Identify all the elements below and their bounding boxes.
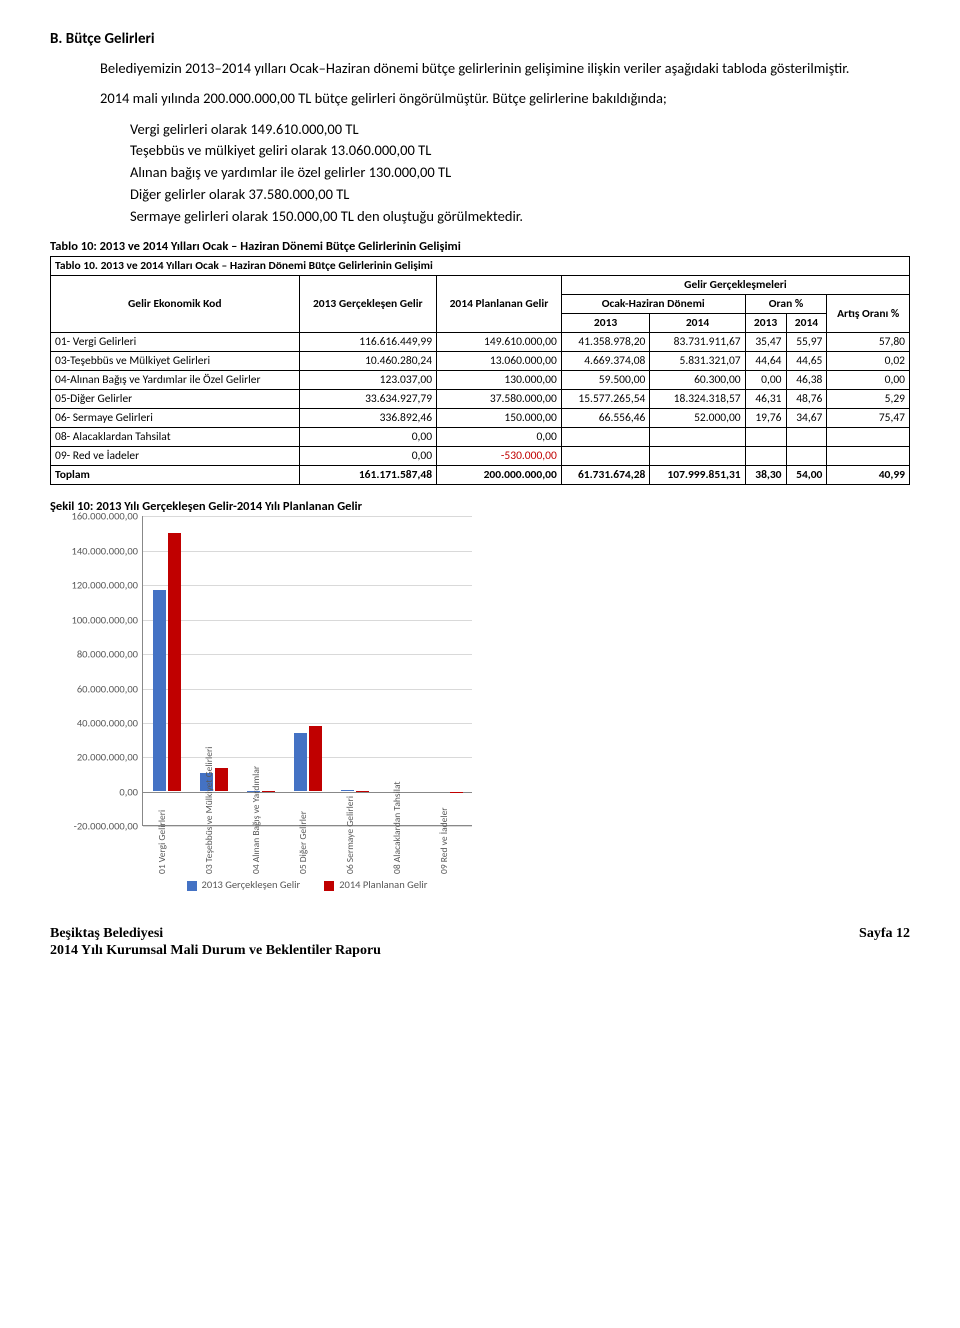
y-tick-label: 120.000.000,00 — [72, 579, 138, 592]
indent-lines: Vergi gelirleri olarak 149.610.000,00 TL… — [130, 119, 910, 228]
bar — [294, 733, 307, 791]
line-1: Vergi gelirleri olarak 149.610.000,00 TL — [130, 119, 910, 141]
legend-item-1: 2013 Gerçekleşen Gelir — [187, 878, 301, 891]
th-artis: Artış Oranı % — [827, 295, 910, 333]
table-row: 05-Diğer Gelirler33.634.927,7937.580.000… — [51, 390, 910, 409]
table-row: 04-Alınan Bağış ve Yardımlar ile Özel Ge… — [51, 371, 910, 390]
line-3: Alınan bağış ve yardımlar ile özel gelir… — [130, 162, 910, 184]
th-ekod: Gelir Ekonomik Kod — [51, 276, 300, 333]
y-tick-label: -20.000.000,00 — [74, 820, 138, 833]
x-tick-label: 04 Alınan Bağış ve Yardımlar — [252, 819, 262, 874]
bar-chart: 160.000.000,00140.000.000,00120.000.000,… — [50, 516, 490, 896]
x-tick-label: 03 Teşebbüs ve Mülkiyet Gelirleri — [205, 819, 215, 874]
th-o2013: 2013 — [561, 314, 650, 333]
bar — [153, 590, 166, 791]
bar — [215, 768, 228, 790]
legend-item-2: 2014 Planlanan Gelir — [324, 878, 427, 891]
th-2013g: 2013 Gerçekleşen Gelir — [299, 276, 437, 333]
table-row: 09- Red ve İadeler0,00-530.000,00 — [51, 447, 910, 466]
para-2: 2014 mali yılında 200.000.000,00 TL bütç… — [50, 88, 910, 108]
x-tick-label: 01 Vergi Gelirleri — [158, 819, 168, 874]
th-r2013: 2013 — [745, 314, 786, 333]
th-r2014: 2014 — [786, 314, 827, 333]
x-axis: 01 Vergi Gelirleri03 Teşebbüs ve Mülkiye… — [142, 828, 472, 874]
table-inner-caption: Tablo 10. 2013 ve 2014 Yılları Ocak – Ha… — [51, 257, 910, 276]
section-heading: B. Bütçe Gelirleri — [50, 30, 910, 48]
y-tick-label: 160.000.000,00 — [72, 510, 138, 523]
y-axis: 160.000.000,00140.000.000,00120.000.000,… — [50, 516, 142, 826]
th-oran: Oran % — [745, 295, 827, 314]
plot-area — [142, 516, 472, 826]
th-grp: Gelir Gerçekleşmeleri — [561, 276, 909, 295]
table-caption: Tablo 10: 2013 ve 2014 Yılları Ocak – Ha… — [50, 239, 910, 254]
table-row: 08- Alacaklardan Tahsilat0,000,00 — [51, 428, 910, 447]
table-row: 06- Sermaye Gelirleri336.892,46150.000,0… — [51, 409, 910, 428]
y-tick-label: 0,00 — [119, 785, 138, 798]
th-o2014: 2014 — [650, 314, 745, 333]
table-row: Toplam161.171.587,48200.000.000,0061.731… — [51, 466, 910, 485]
page-footer: Beşiktaş Belediyesi 2014 Yılı Kurumsal M… — [50, 926, 910, 960]
y-tick-label: 20.000.000,00 — [77, 751, 138, 764]
footer-left-2: 2014 Yılı Kurumsal Mali Durum ve Beklent… — [50, 943, 381, 960]
footer-left-1: Beşiktaş Belediyesi — [50, 926, 381, 943]
bar — [450, 792, 463, 793]
th-2014p: 2014 Planlanan Gelir — [437, 276, 562, 333]
bar — [168, 533, 181, 791]
chart-caption: Şekil 10: 2013 Yılı Gerçekleşen Gelir-20… — [50, 499, 910, 514]
x-tick-label: 08 Alacaklardan Tahsilat — [393, 819, 403, 874]
bar — [309, 726, 322, 791]
y-tick-label: 60.000.000,00 — [77, 682, 138, 695]
table-row: 01- Vergi Gelirleri116.616.449,99149.610… — [51, 333, 910, 352]
line-4: Diğer gelirler olarak 37.580.000,00 TL — [130, 184, 910, 206]
x-tick-label: 05 Diğer Gelirler — [299, 819, 309, 874]
y-tick-label: 100.000.000,00 — [72, 613, 138, 626]
bar — [341, 790, 354, 791]
line-2: Teşebbüs ve mülkiyet geliri olarak 13.06… — [130, 140, 910, 162]
table-gelir: Tablo 10. 2013 ve 2014 Yılları Ocak – Ha… — [50, 256, 910, 485]
x-tick-label: 06 Sermaye Gelirleri — [346, 819, 356, 874]
y-tick-label: 80.000.000,00 — [77, 648, 138, 661]
x-tick-label: 09 Red ve İadeler — [440, 819, 450, 874]
y-tick-label: 40.000.000,00 — [77, 717, 138, 730]
y-tick-label: 140.000.000,00 — [72, 544, 138, 557]
line-5: Sermaye gelirleri olarak 150.000,00 TL d… — [130, 206, 910, 228]
chart-legend: 2013 Gerçekleşen Gelir 2014 Planlanan Ge… — [142, 878, 472, 891]
para-1: Belediyemizin 2013–2014 yılları Ocak–Haz… — [50, 58, 910, 78]
table-row: 03-Teşebbüs ve Mülkiyet Gelirleri10.460.… — [51, 352, 910, 371]
th-ocak: Ocak-Haziran Dönemi — [561, 295, 745, 314]
footer-right: Sayfa 12 — [859, 926, 910, 960]
